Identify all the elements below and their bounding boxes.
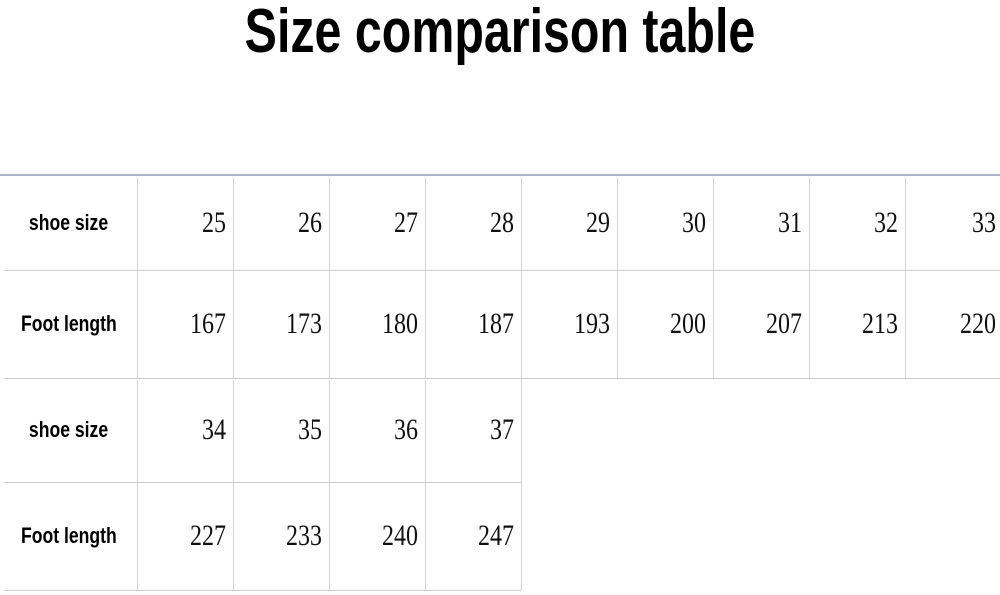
row-label-text: Foot length <box>20 311 117 336</box>
table-cell: 207 <box>713 270 808 378</box>
column-divider <box>329 178 330 378</box>
table-cell: 167 <box>137 270 232 378</box>
table-cell: 32 <box>809 176 904 270</box>
table-cell: 27 <box>329 176 424 270</box>
column-divider <box>233 178 234 378</box>
table-cell: 173 <box>233 270 328 378</box>
cell-value: 28 <box>490 206 514 239</box>
cell-value: 227 <box>190 519 226 552</box>
cell-value: 187 <box>478 307 514 340</box>
column-divider <box>521 178 522 378</box>
row-divider <box>4 482 521 483</box>
table-cell: 247 <box>425 482 520 590</box>
cell-value: 240 <box>382 519 418 552</box>
table-cell: 180 <box>329 270 424 378</box>
cell-value: 26 <box>298 206 322 239</box>
table-cell: 37 <box>425 378 520 482</box>
table-cell: 25 <box>137 176 232 270</box>
table-cell: 28 <box>425 176 520 270</box>
row-label: shoe size <box>0 176 137 270</box>
column-divider <box>713 178 714 378</box>
table-cell: 30 <box>617 176 712 270</box>
column-divider <box>137 178 138 378</box>
table-cell: 220 <box>905 270 1000 378</box>
cell-value: 207 <box>766 307 802 340</box>
table-cell: 26 <box>233 176 328 270</box>
table-cell: 240 <box>329 482 424 590</box>
cell-value: 25 <box>202 206 226 239</box>
cell-value: 193 <box>574 307 610 340</box>
table-cell: 227 <box>137 482 232 590</box>
cell-value: 37 <box>490 413 514 446</box>
cell-value: 220 <box>960 307 996 340</box>
cell-value: 173 <box>286 307 322 340</box>
cell-value: 32 <box>874 206 898 239</box>
table-top-border <box>0 174 1000 176</box>
cell-value: 200 <box>670 307 706 340</box>
row-label: Foot length <box>0 270 137 378</box>
table-cell: 36 <box>329 378 424 482</box>
cell-value: 167 <box>190 307 226 340</box>
cell-value: 233 <box>286 519 322 552</box>
cell-value: 36 <box>394 413 418 446</box>
column-divider <box>809 178 810 378</box>
row-label-text: Foot length <box>20 523 117 548</box>
cell-value: 34 <box>202 413 226 446</box>
row-divider <box>4 590 521 591</box>
row-label: Foot length <box>0 482 137 590</box>
column-divider <box>617 178 618 378</box>
column-divider <box>521 378 522 590</box>
row-divider <box>4 378 1000 379</box>
table-cell: 35 <box>233 378 328 482</box>
table-cell: 233 <box>233 482 328 590</box>
column-divider <box>329 380 330 590</box>
page-title: Size comparison table <box>244 0 756 66</box>
column-divider <box>137 380 138 590</box>
table-cell: 187 <box>425 270 520 378</box>
cell-value: 29 <box>586 206 610 239</box>
table-cell: 33 <box>905 176 1000 270</box>
row-divider <box>4 270 1000 271</box>
table-cell: 213 <box>809 270 904 378</box>
table-cell: 34 <box>137 378 232 482</box>
column-divider <box>905 178 906 378</box>
table-cell: 29 <box>521 176 616 270</box>
column-divider <box>425 178 426 378</box>
table-cell: 31 <box>713 176 808 270</box>
cell-value: 180 <box>382 307 418 340</box>
table-cell: 193 <box>521 270 616 378</box>
cell-value: 31 <box>778 206 802 239</box>
cell-value: 213 <box>862 307 898 340</box>
table-cell: 200 <box>617 270 712 378</box>
cell-value: 33 <box>972 206 996 239</box>
column-divider <box>233 380 234 590</box>
row-label-text: shoe size <box>28 417 109 442</box>
cell-value: 30 <box>682 206 706 239</box>
column-divider <box>425 380 426 590</box>
row-label-text: shoe size <box>28 210 109 235</box>
cell-value: 35 <box>298 413 322 446</box>
cell-value: 27 <box>394 206 418 239</box>
cell-value: 247 <box>478 519 514 552</box>
row-label: shoe size <box>0 378 137 482</box>
